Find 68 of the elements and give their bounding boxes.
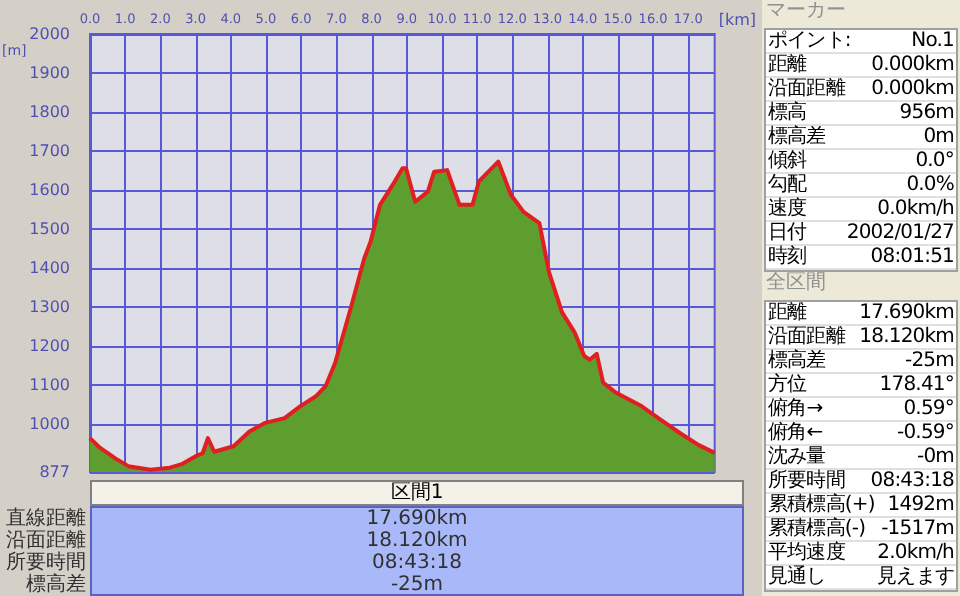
text: 沿面距離	[4, 530, 86, 552]
text: 方位	[768, 374, 807, 396]
y-tick-label: 1600	[29, 181, 70, 200]
y-tick-label: 1300	[29, 298, 70, 317]
y-tick-label: 877	[39, 463, 70, 481]
text: 標高	[768, 102, 807, 124]
text: 見通し	[768, 566, 826, 588]
y-tick-label: 1000	[29, 415, 70, 434]
text: 日付	[768, 222, 807, 244]
text: 区間1	[90, 480, 744, 506]
text: 0m	[923, 126, 954, 148]
y-tick-label: 1500	[29, 220, 70, 239]
text: No.1	[911, 30, 954, 52]
text: 勾配	[768, 174, 807, 196]
y-tick-label: 1100	[29, 376, 70, 395]
y-tick-label: 2000	[29, 25, 70, 43]
text: 所要時間	[4, 552, 86, 574]
text: 0.0km/h	[877, 198, 954, 220]
text: 見えます	[877, 566, 954, 588]
text: 標高差	[24, 574, 86, 596]
text: 08:43:18	[370, 552, 464, 574]
y-tick-label: 1700	[29, 142, 70, 161]
text: 18.120km	[364, 530, 470, 552]
text: 標高差	[768, 126, 826, 148]
text: 俯角←	[768, 422, 823, 444]
y-tick-label: 1400	[29, 259, 70, 278]
text: マーカー	[764, 0, 848, 26]
text: 0.59°	[903, 398, 954, 420]
text: 2.0km/h	[877, 542, 954, 564]
text: 08:01:51	[870, 246, 954, 268]
text: 17.690km	[364, 508, 470, 530]
text: 0.000km	[871, 54, 954, 76]
text: 1492m	[887, 494, 954, 516]
text: 0.0%	[906, 174, 954, 196]
x-axis-title: [km]	[718, 11, 757, 29]
text: 傾斜	[768, 150, 807, 172]
text: 沈み量	[768, 446, 826, 468]
text: 全区間	[764, 272, 828, 298]
text: 17.690km	[859, 302, 954, 324]
text: 178.41°	[879, 374, 954, 396]
y-tick-label: 1900	[29, 64, 70, 82]
text: 沿面距離	[768, 326, 845, 348]
text: 沿面距離	[768, 78, 845, 100]
text: 俯角→	[768, 398, 823, 420]
text: 累積標高(-)	[768, 518, 866, 540]
y-tick-label: 1800	[29, 103, 70, 122]
text: -0.59°	[897, 422, 954, 444]
text: ポイント:	[768, 30, 851, 52]
text: -0m	[916, 446, 954, 468]
text: 0.000km	[871, 78, 954, 100]
text: 2002/01/27	[846, 222, 954, 244]
y-tick-label: 1200	[29, 337, 70, 356]
text: 距離	[768, 302, 807, 324]
text: 距離	[768, 54, 807, 76]
text: 累積標高(+)	[768, 494, 875, 516]
text: 標高差	[768, 350, 826, 372]
text: 08:43:18	[870, 470, 954, 492]
text: -25m	[388, 574, 446, 596]
text: 直線距離	[4, 508, 86, 530]
text: 956m	[899, 102, 954, 124]
text: 速度	[768, 198, 807, 220]
text: -1517m	[881, 518, 954, 540]
text: -25m	[905, 350, 954, 372]
text: 時刻	[768, 246, 807, 268]
text: 0.0°	[915, 150, 954, 172]
text: 平均速度	[768, 542, 845, 564]
text: 所要時間	[768, 470, 845, 492]
text: 18.120km	[859, 326, 954, 348]
